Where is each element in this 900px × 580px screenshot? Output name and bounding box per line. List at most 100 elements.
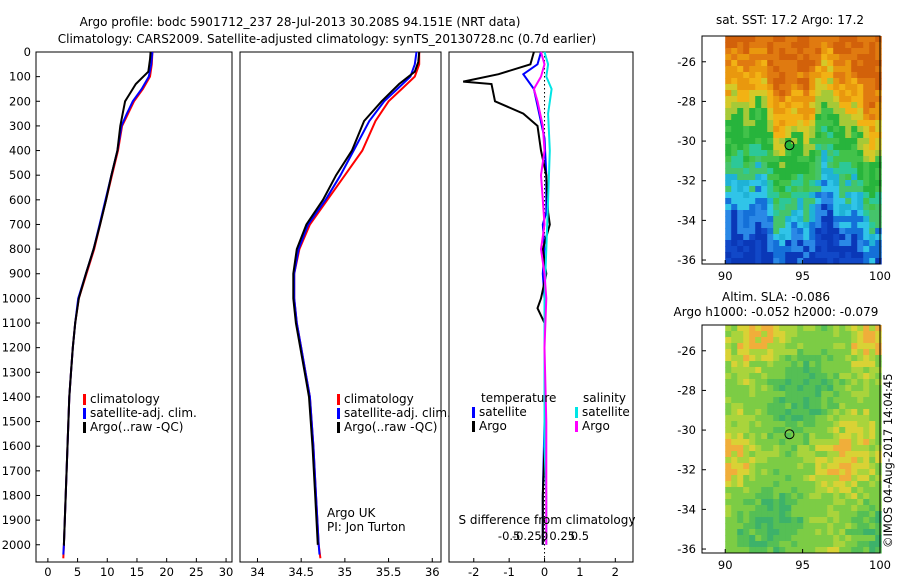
map-cell <box>779 228 786 235</box>
map-cell <box>827 343 834 350</box>
map-cell <box>809 325 816 332</box>
salinity-diff-tick-label: -0.5 <box>498 529 520 543</box>
map-cell <box>863 222 870 229</box>
legend-swatch <box>337 394 340 405</box>
map-cell <box>809 234 816 241</box>
map-cell <box>827 421 834 428</box>
map-cell <box>761 210 768 217</box>
map-cell <box>815 427 822 434</box>
difference-chart: -2-1012T difference from climatologyS di… <box>448 51 635 579</box>
map-cell <box>845 487 852 494</box>
map-cell <box>833 463 840 470</box>
map-cell <box>761 397 768 404</box>
map-cell <box>875 162 882 169</box>
map-cell <box>815 186 822 193</box>
map-cell <box>803 204 810 211</box>
map-cell <box>779 415 786 422</box>
map-cell <box>725 72 732 79</box>
map-cell <box>779 258 786 265</box>
map-cell <box>803 331 810 338</box>
map-cell <box>875 204 882 211</box>
map-cell <box>767 240 774 247</box>
map-cell <box>875 523 882 530</box>
map-cell <box>797 457 804 464</box>
map-cell <box>857 391 864 398</box>
map-cell <box>845 102 852 109</box>
map-cell <box>749 204 756 211</box>
map-cell <box>815 517 822 524</box>
map-cell <box>839 403 846 410</box>
map-cell <box>869 415 876 422</box>
map-cell <box>863 114 870 121</box>
map-cell <box>839 421 846 428</box>
map-cell <box>839 391 846 398</box>
map-cell <box>815 379 822 386</box>
map-cell <box>791 108 798 115</box>
map-cell <box>761 120 768 127</box>
map-cell <box>797 90 804 97</box>
map-cell <box>755 511 762 518</box>
map-cell <box>803 373 810 380</box>
map-cell <box>743 126 750 133</box>
map-cell <box>827 499 834 506</box>
map-cell <box>767 325 774 332</box>
map-cell <box>773 228 780 235</box>
map-cell <box>725 481 732 488</box>
map-cell <box>737 156 744 163</box>
map-cell <box>845 144 852 151</box>
map-cell <box>839 72 846 79</box>
map-cell <box>785 186 792 193</box>
map-cell <box>725 343 732 350</box>
map-cell <box>851 409 858 416</box>
map-cell <box>797 337 804 344</box>
map-cell <box>875 222 882 229</box>
map-cell <box>863 481 870 488</box>
map-cell <box>743 541 750 548</box>
map-cell <box>827 493 834 500</box>
map-cell <box>731 433 738 440</box>
map-cell <box>869 228 876 235</box>
map-cell <box>749 409 756 416</box>
map-cell <box>737 427 744 434</box>
map-cell <box>833 252 840 259</box>
map-cell <box>809 36 816 43</box>
map-cell <box>743 168 750 175</box>
map-cell <box>863 96 870 103</box>
map-cell <box>725 385 732 392</box>
map-cell <box>851 90 858 97</box>
map-cell <box>809 156 816 163</box>
map-cell <box>803 174 810 181</box>
map-cell <box>809 108 816 115</box>
map-cell <box>803 234 810 241</box>
map-cell <box>803 54 810 61</box>
map-cell <box>869 222 876 229</box>
map-cell <box>857 240 864 247</box>
map-cell <box>821 367 828 374</box>
map-cell <box>875 186 882 193</box>
map-cell <box>863 349 870 356</box>
map-cell <box>839 547 846 554</box>
map-cell <box>761 439 768 446</box>
map-cell <box>773 240 780 247</box>
map-cell <box>839 90 846 97</box>
map-cell <box>755 48 762 55</box>
map-cell <box>809 331 816 338</box>
map-cell <box>875 216 882 223</box>
map-cell <box>797 42 804 49</box>
map-cell <box>731 246 738 253</box>
map-cell <box>749 547 756 554</box>
map-cell <box>839 397 846 404</box>
map-cell <box>851 445 858 452</box>
map-cell <box>821 535 828 542</box>
map-cell <box>749 493 756 500</box>
map-cell <box>737 108 744 115</box>
map-cell <box>851 325 858 332</box>
map-cell <box>839 517 846 524</box>
map-cell <box>797 126 804 133</box>
map-cell <box>791 343 798 350</box>
map-cell <box>827 84 834 91</box>
map-cell <box>737 481 744 488</box>
map-cell <box>827 168 834 175</box>
map-cell <box>839 355 846 362</box>
map-cell <box>857 379 864 386</box>
